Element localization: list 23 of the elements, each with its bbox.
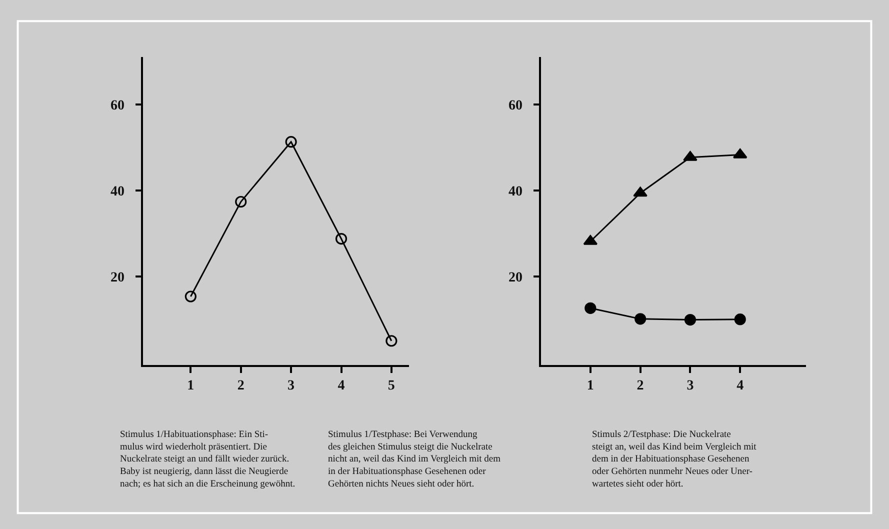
y-tick-label: 20 — [110, 270, 124, 286]
y-tick-label: 60 — [508, 98, 522, 114]
point — [285, 136, 297, 148]
x-tick-label: 2 — [636, 378, 644, 394]
y-tick-label: 60 — [110, 98, 124, 114]
text: Stimuls 2/Testphase: Die Nuckelrate steigt an, weil das Kind beim Vergleich mit dem in der Habituationsphase Gesehenen oder Gehörten nunmehr Neues oder Uner- wartetes sieht oder hört. — [592, 430, 757, 490]
point — [235, 196, 247, 208]
text: Stimulus 1/Habituationsphase: Ein Sti- mulus wird wiederholt präsentiert. Die Nuckelrate steigt an und fällt wieder zurück. Baby ist neugierig, dann lässt die Neugierde nach; es hat sich an die Erscheinung gewöhnt. — [120, 430, 296, 490]
x-tick-label: 3 — [288, 378, 295, 394]
x-tick-label: 1 — [586, 378, 594, 394]
x-tick-label: 4 — [736, 378, 744, 394]
text: Stimulus 1/Testphase: Bei Verwendung des gleichen Stimulus steigt die Nuckelrate nicht an, weil das Kind im Vergleich mit dem in der Habituationsphase Gesehenen oder Gehörten nichts Neues sieht oder hört. — [328, 430, 502, 490]
y-tick-label: 40 — [110, 184, 124, 200]
x-tick-label: 4 — [338, 378, 345, 394]
x-tick-label: 1 — [187, 378, 194, 394]
x-tick-label: 2 — [237, 378, 244, 394]
point — [184, 290, 196, 302]
x-tick-label: 5 — [388, 378, 395, 394]
y-tick-label: 20 — [508, 270, 522, 286]
x-tick-label: 3 — [686, 378, 694, 394]
point — [386, 335, 398, 347]
y-tick-label: 40 — [508, 184, 522, 200]
point — [335, 232, 348, 245]
